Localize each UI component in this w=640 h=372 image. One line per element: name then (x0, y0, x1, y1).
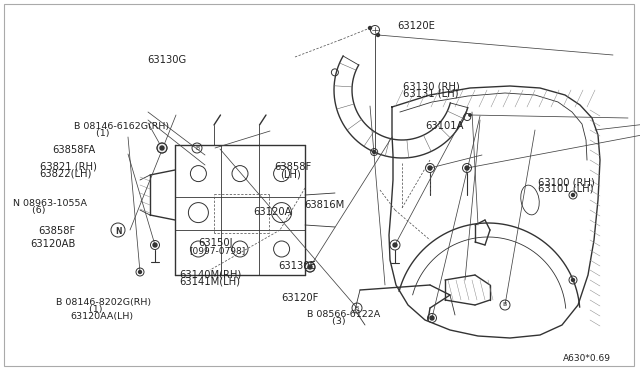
Text: B: B (195, 145, 199, 151)
Text: 63150J: 63150J (198, 238, 233, 248)
Text: 63816M: 63816M (304, 201, 344, 210)
Text: 63101A: 63101A (426, 122, 464, 131)
Text: (6): (6) (26, 206, 45, 215)
Text: 63821 (RH): 63821 (RH) (40, 162, 97, 171)
Text: (1): (1) (90, 129, 109, 138)
Text: 63120F: 63120F (282, 293, 319, 302)
Text: 63858F: 63858F (274, 163, 311, 172)
Text: B: B (503, 302, 507, 308)
Circle shape (305, 262, 315, 272)
Text: B 08146-8202G(RH): B 08146-8202G(RH) (56, 298, 152, 307)
Text: 63858F: 63858F (38, 227, 76, 236)
Text: B 08146-6162G(RH): B 08146-6162G(RH) (74, 122, 169, 131)
Text: 63130G: 63130G (147, 55, 186, 65)
Circle shape (393, 243, 397, 247)
Text: (3): (3) (326, 317, 346, 326)
Text: A630*0.69: A630*0.69 (563, 355, 611, 363)
Text: (1): (1) (83, 305, 102, 314)
Text: 63131 (LH): 63131 (LH) (403, 89, 459, 99)
Text: 63120A: 63120A (253, 207, 291, 217)
Text: 63120E: 63120E (397, 21, 435, 31)
Text: [0997-0798]: [0997-0798] (189, 246, 246, 255)
Circle shape (111, 223, 125, 237)
Circle shape (153, 243, 157, 247)
Circle shape (428, 166, 432, 170)
Circle shape (372, 151, 376, 154)
Circle shape (376, 33, 380, 36)
Text: 63130E: 63130E (278, 261, 316, 271)
Text: 63858FA: 63858FA (52, 145, 96, 155)
Circle shape (572, 193, 575, 196)
Text: 63140M(RH): 63140M(RH) (179, 270, 241, 279)
Circle shape (572, 279, 575, 282)
Text: N: N (115, 227, 121, 235)
Text: 63100 (RH): 63100 (RH) (538, 177, 595, 187)
Text: 63120AA(LH): 63120AA(LH) (70, 312, 134, 321)
Text: 63130 (RH): 63130 (RH) (403, 81, 460, 91)
Text: B 08566-6122A: B 08566-6122A (307, 310, 380, 319)
Text: 63141M(LH): 63141M(LH) (179, 277, 240, 286)
Circle shape (138, 270, 141, 273)
Circle shape (468, 114, 471, 116)
Circle shape (369, 26, 371, 29)
Text: B: B (355, 305, 359, 311)
Text: N 08963-1055A: N 08963-1055A (13, 199, 87, 208)
Text: 63120AB: 63120AB (31, 239, 76, 248)
Text: (LH): (LH) (280, 169, 300, 179)
Circle shape (466, 167, 468, 169)
Text: 63822(LH): 63822(LH) (40, 169, 92, 179)
Circle shape (308, 265, 312, 269)
Circle shape (157, 143, 167, 153)
Text: 63101 (LH): 63101 (LH) (538, 184, 593, 194)
Circle shape (465, 166, 469, 170)
Circle shape (160, 146, 164, 150)
Circle shape (430, 316, 434, 320)
